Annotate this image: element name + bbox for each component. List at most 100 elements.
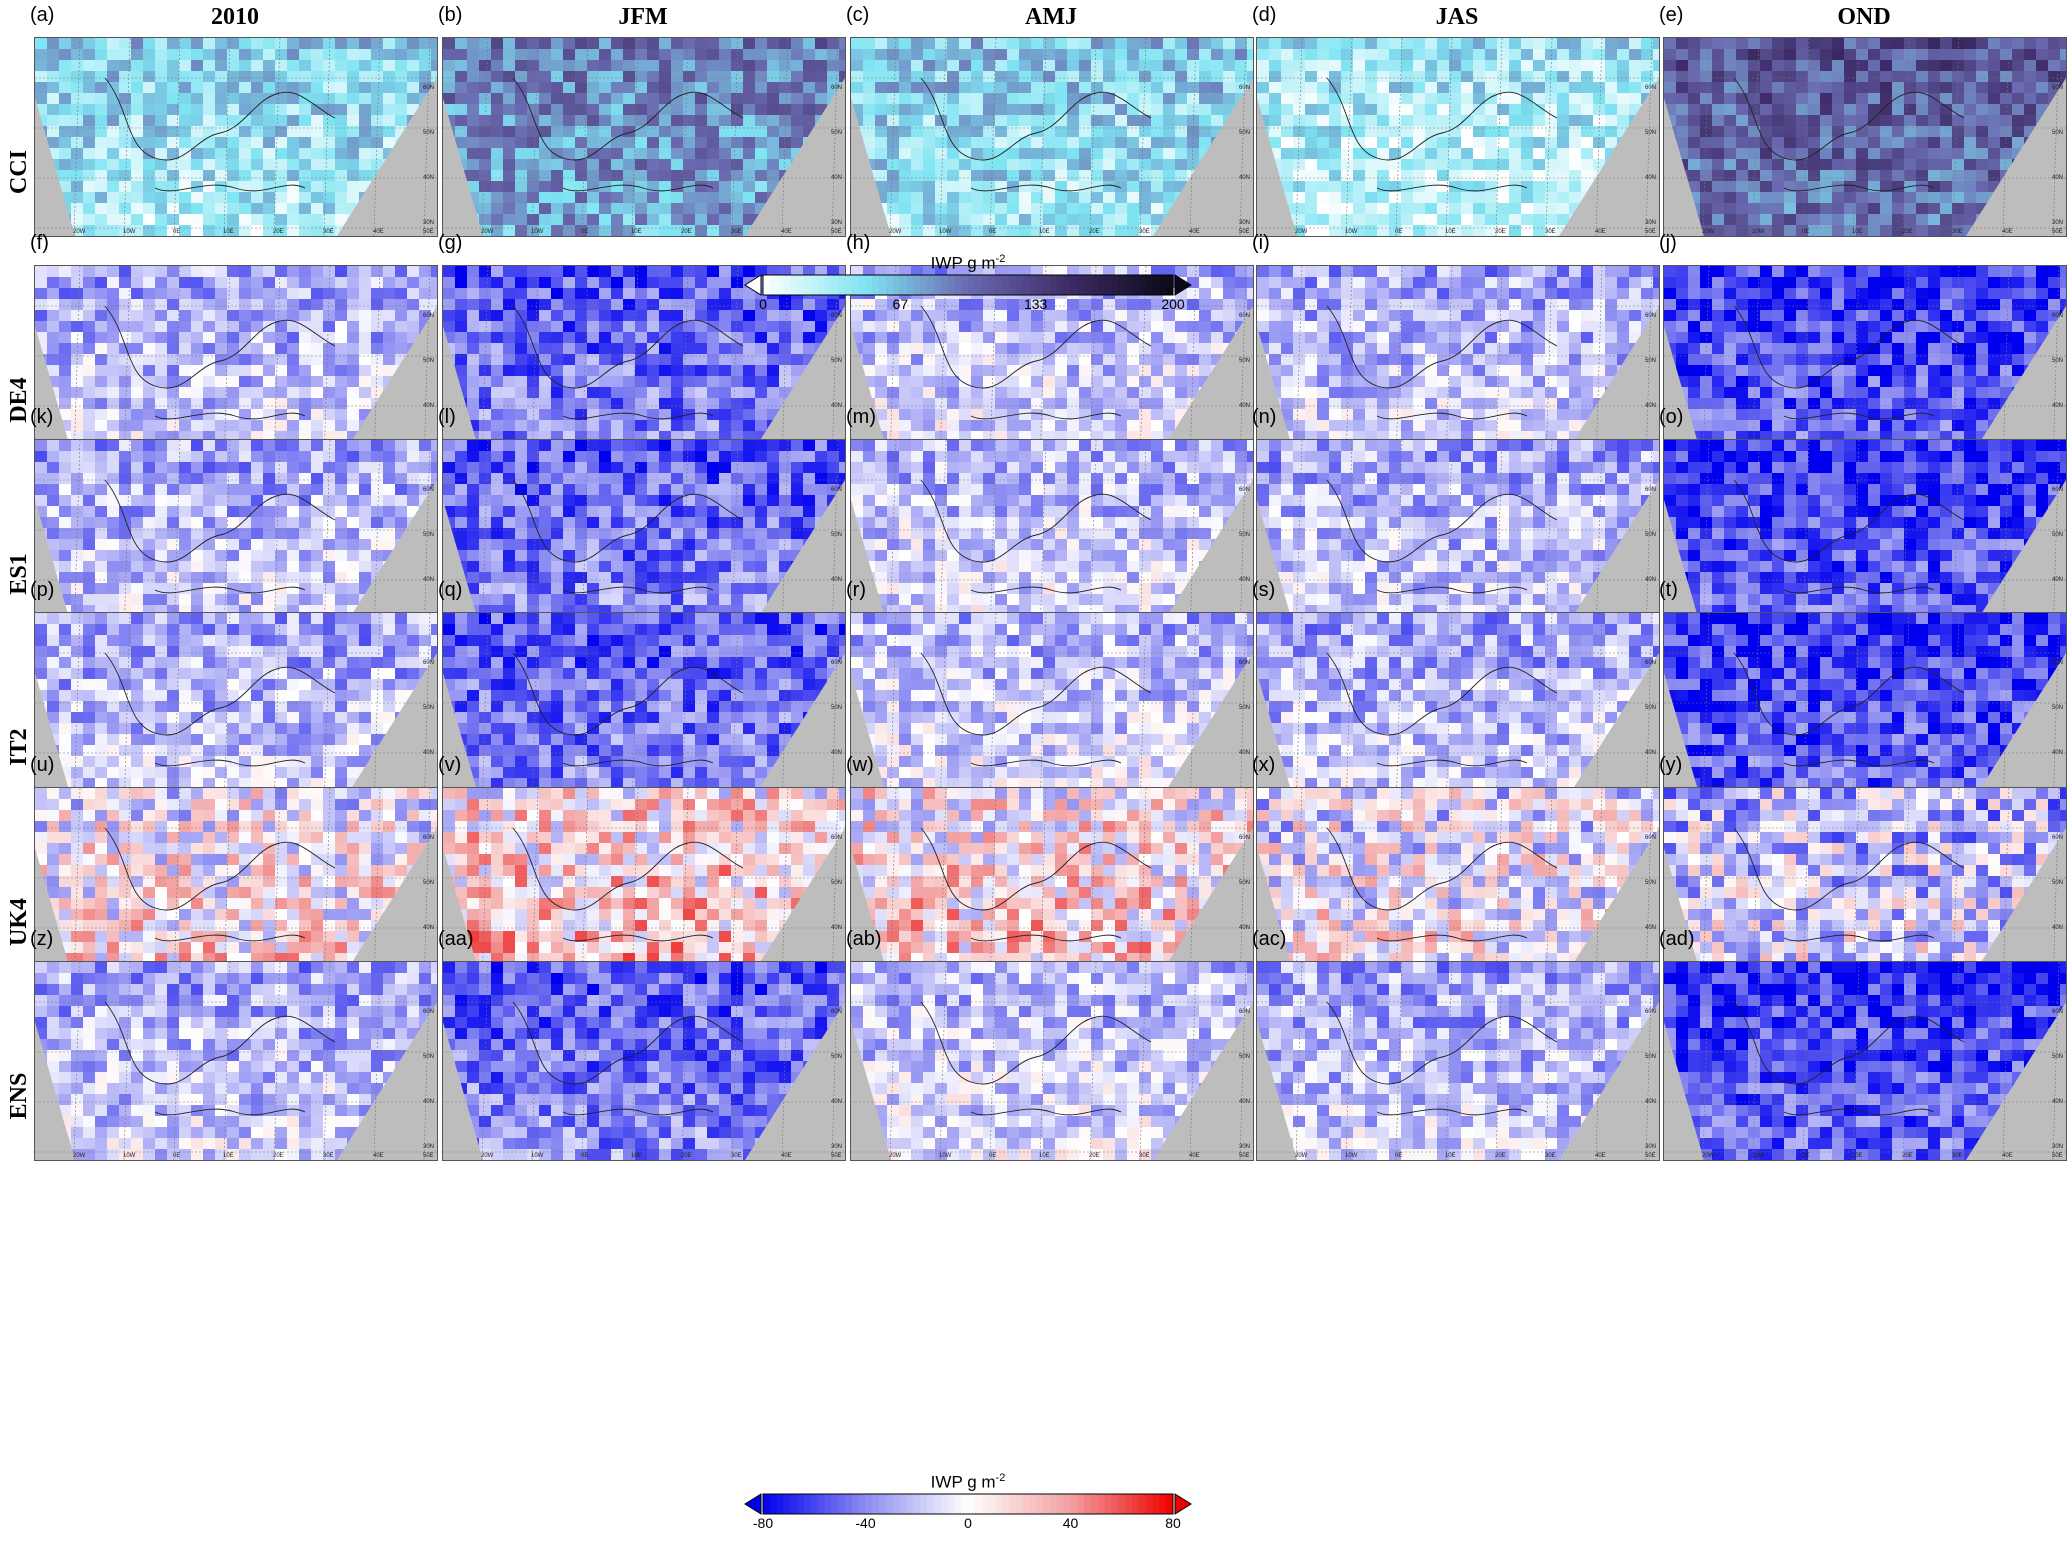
lat-tick-label: 30N (2052, 1144, 2063, 1150)
colorbar-segment (783, 275, 791, 295)
lon-tick-label: 20W (889, 1153, 902, 1159)
lat-tick-label: 40N (1645, 925, 1656, 931)
lat-tick-label: 60N (423, 487, 434, 493)
colorbar-segment (961, 275, 969, 295)
lat-tick-label: 40N (423, 925, 434, 931)
colorbar-segment (1084, 275, 1092, 295)
lat-tick-label: 60N (831, 313, 842, 319)
lat-tick-label: 50N (1645, 130, 1656, 136)
lat-tick-label: 60N (423, 1009, 434, 1015)
lat-tick-label: 50N (831, 880, 842, 886)
lat-tick-label: 60N (831, 1009, 842, 1015)
colorbar-segment (1029, 275, 1037, 295)
colorbar-segment (1097, 1494, 1106, 1514)
lon-tick-label: 10W (531, 1153, 544, 1159)
lat-tick-label: 60N (831, 85, 842, 91)
lon-tick-label: 0E (1395, 229, 1402, 235)
colorbar-segment (1125, 275, 1133, 295)
colorbar-segment (1077, 1494, 1085, 1514)
colorbar-segment (838, 275, 846, 295)
lat-tick-label: 60N (2052, 835, 2063, 841)
lat-tick-label: 40N (423, 403, 434, 409)
colorbar-difference-title: IWP g m-2 (930, 1472, 1006, 1492)
colorbar-segment (797, 275, 805, 295)
lon-tick-label: 40E (2002, 229, 2013, 235)
lon-tick-label: 40E (781, 1153, 792, 1159)
map-panel-cci-jas: 20W 10W 0E 10E 20E 30E 40E 50E 30N 40N 50N 60N (1256, 37, 1660, 237)
panel-label: (k) (30, 406, 54, 428)
colorbar-segment (1132, 275, 1140, 295)
colorbar-segment (790, 275, 798, 295)
colorbar-extend-low (744, 274, 762, 296)
lat-tick-label: 40N (1239, 750, 1250, 756)
lon-tick-label: 20W (1295, 229, 1308, 235)
lon-tick-label: 40E (1595, 1153, 1606, 1159)
lat-tick-label: 60N (1239, 660, 1250, 666)
colorbar-segment (804, 275, 812, 295)
colorbar-segment (769, 275, 778, 295)
row-title-ens: ENS (6, 1072, 32, 1120)
colorbar-segment (1036, 275, 1044, 295)
map-panel-ens-jas: 20W 10W 0E 10E 20E 30E 40E 50E 30N 40N 50N 60N (1256, 961, 1660, 1161)
lat-tick-label: 50N (831, 532, 842, 538)
colorbar-segment (1084, 1494, 1092, 1514)
lon-tick-label: 40E (1595, 229, 1606, 235)
colorbar-segment (961, 1494, 969, 1514)
colorbar-segment (933, 1494, 942, 1514)
lat-tick-label: 60N (1645, 313, 1656, 319)
colorbar-segment (954, 275, 962, 295)
lon-tick-label: 0E (173, 1153, 180, 1159)
colorbar-segment (899, 1494, 907, 1514)
colorbar-segment (1063, 1494, 1071, 1514)
panel-label: (b) (438, 4, 463, 26)
lon-tick-label: 20E (273, 229, 284, 235)
lat-tick-label: 40N (831, 925, 842, 931)
lat-tick-label: 60N (2052, 85, 2063, 91)
lon-tick-label: 20W (73, 229, 86, 235)
panel-label: (z) (30, 928, 54, 950)
colorbar-segment (988, 275, 996, 295)
lat-tick-label: 50N (2052, 1054, 2063, 1060)
lon-tick-label: 10W (531, 229, 544, 235)
lon-tick-label: 50E (831, 229, 842, 235)
colorbar-segment (845, 1494, 853, 1514)
colorbar-segment (1166, 275, 1174, 295)
lon-tick-label: 20E (1495, 1153, 1506, 1159)
colorbar-segment (1043, 1494, 1051, 1514)
lat-tick-label: 30N (423, 1144, 434, 1150)
lat-tick-label: 40N (2052, 403, 2063, 409)
colorbar-segment (906, 1494, 914, 1514)
lat-tick-label: 50N (831, 358, 842, 364)
lon-tick-label: 10E (223, 1153, 234, 1159)
colorbar-segment (817, 1494, 825, 1514)
lat-tick-label: 60N (831, 835, 842, 841)
lat-tick-label: 60N (423, 313, 434, 319)
lon-tick-label: 30E (1139, 1153, 1150, 1159)
colorbar-segment (810, 275, 819, 295)
lat-tick-label: 60N (423, 85, 434, 91)
colorbar-segment (763, 275, 771, 295)
colorbar-segment (1091, 275, 1099, 295)
colorbar-segment (858, 275, 866, 295)
lon-tick-label: 20W (73, 1153, 86, 1159)
colorbar-segment (1132, 1494, 1140, 1514)
lat-tick-label: 40N (2052, 925, 2063, 931)
lon-tick-label: 20E (1495, 229, 1506, 235)
colorbar-segment (1056, 1494, 1065, 1514)
colorbar-segment (1159, 275, 1167, 295)
lat-tick-label: 50N (831, 1054, 842, 1060)
colorbar-segment (1050, 1494, 1058, 1514)
lat-tick-label: 60N (1239, 1009, 1250, 1015)
colorbar-segment (1009, 1494, 1017, 1514)
lon-tick-label: 20W (1702, 1153, 1715, 1159)
colorbar-segment (851, 275, 860, 295)
